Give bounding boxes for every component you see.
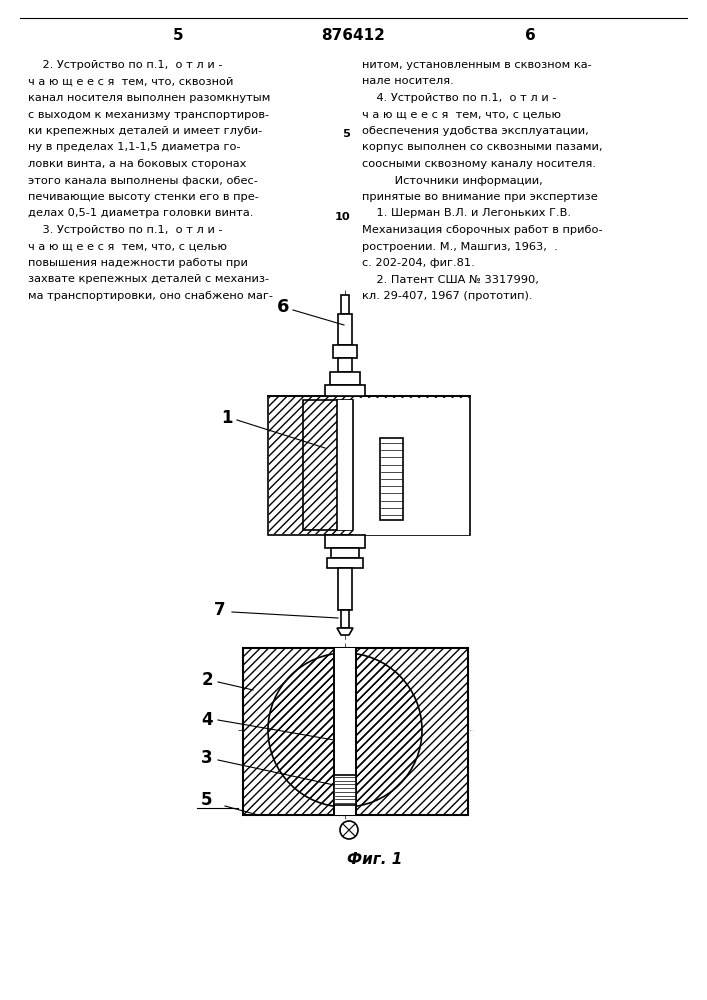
- Text: ловки винта, а на боковых сторонах: ловки винта, а на боковых сторонах: [28, 159, 246, 169]
- Text: с. 202-204, фиг.81.: с. 202-204, фиг.81.: [362, 258, 474, 268]
- Text: 3. Устройство по п.1,  о т л и -: 3. Устройство по п.1, о т л и -: [28, 225, 223, 235]
- Text: 876412: 876412: [321, 28, 385, 43]
- Text: 6: 6: [525, 28, 535, 43]
- Bar: [341, 610, 349, 628]
- Text: принятые во внимание при экспертизе: принятые во внимание при экспертизе: [362, 192, 597, 202]
- Text: делах 0,5-1 диаметра головки винта.: делах 0,5-1 диаметра головки винта.: [28, 209, 253, 219]
- Bar: [334, 648, 356, 815]
- Text: 4. Устройство по п.1,  о т л и -: 4. Устройство по п.1, о т л и -: [362, 93, 556, 103]
- Bar: [268, 396, 470, 535]
- Circle shape: [268, 653, 422, 807]
- Bar: [338, 358, 352, 372]
- Bar: [380, 438, 403, 520]
- Bar: [337, 400, 353, 530]
- Text: кл. 29-407, 1967 (прототип).: кл. 29-407, 1967 (прототип).: [362, 291, 532, 301]
- Bar: [338, 314, 352, 345]
- Bar: [330, 372, 360, 385]
- Bar: [269, 397, 469, 534]
- Text: ростроении. М., Машгиз, 1963,  .: ростроении. М., Машгиз, 1963, .: [362, 241, 558, 251]
- Bar: [334, 649, 356, 814]
- Bar: [331, 548, 359, 558]
- Text: нитом, установленным в сквозном ка-: нитом, установленным в сквозном ка-: [362, 60, 592, 70]
- Text: соосными сквозному каналу носителя.: соосными сквозному каналу носителя.: [362, 159, 596, 169]
- Text: 4: 4: [201, 711, 213, 729]
- Text: ма транспортировки, оно снабжено маг-: ма транспортировки, оно снабжено маг-: [28, 291, 273, 301]
- Text: 1. Шерман В.Л. и Легоньких Г.В.: 1. Шерман В.Л. и Легоньких Г.В.: [362, 209, 571, 219]
- Bar: [334, 775, 356, 805]
- Text: нале носителя.: нале носителя.: [362, 77, 454, 87]
- Bar: [303, 400, 353, 530]
- Text: Фиг. 1: Фиг. 1: [347, 852, 403, 867]
- Text: ч а ю щ е е с я  тем, что, с целью: ч а ю щ е е с я тем, что, с целью: [28, 241, 227, 251]
- Text: этого канала выполнены фаски, обес-: этого канала выполнены фаски, обес-: [28, 176, 258, 186]
- Text: 3: 3: [201, 749, 213, 767]
- Text: ч а ю щ е е с я  тем, что, сквозной: ч а ю щ е е с я тем, что, сквозной: [28, 77, 233, 87]
- Text: Источники информации,: Источники информации,: [362, 176, 543, 186]
- Bar: [244, 649, 467, 814]
- Text: ки крепежных деталей и имеет глуби-: ки крепежных деталей и имеет глуби-: [28, 126, 262, 136]
- Text: ч а ю щ е е с я  тем, что, с целью: ч а ю щ е е с я тем, что, с целью: [362, 109, 561, 119]
- Text: 7: 7: [214, 601, 226, 619]
- Text: 5: 5: [342, 129, 350, 139]
- Text: 2: 2: [201, 671, 213, 689]
- Bar: [353, 398, 469, 535]
- Text: 5: 5: [173, 28, 183, 43]
- Text: печивающие высоту стенки его в пре-: печивающие высоту стенки его в пре-: [28, 192, 259, 202]
- Bar: [327, 558, 363, 568]
- Bar: [341, 295, 349, 314]
- Bar: [243, 648, 468, 815]
- Bar: [325, 535, 365, 548]
- Text: Механизация сборочных работ в прибо-: Механизация сборочных работ в прибо-: [362, 225, 602, 235]
- Text: повышения надежности работы при: повышения надежности работы при: [28, 258, 248, 268]
- Bar: [325, 385, 365, 396]
- Text: 2. Патент США № 3317990,: 2. Патент США № 3317990,: [362, 274, 539, 284]
- Text: 6: 6: [276, 298, 289, 316]
- Text: 5: 5: [201, 791, 213, 809]
- Text: обеспечения удобства эксплуатации,: обеспечения удобства эксплуатации,: [362, 126, 589, 136]
- Circle shape: [340, 821, 358, 839]
- Bar: [333, 345, 357, 358]
- Text: канал носителя выполнен разомкнутым: канал носителя выполнен разомкнутым: [28, 93, 270, 103]
- Text: 2. Устройство по п.1,  о т л и -: 2. Устройство по п.1, о т л и -: [28, 60, 223, 70]
- Bar: [338, 568, 352, 610]
- Text: с выходом к механизму транспортиров-: с выходом к механизму транспортиров-: [28, 109, 269, 119]
- Text: ну в пределах 1,1-1,5 диаметра го-: ну в пределах 1,1-1,5 диаметра го-: [28, 142, 240, 152]
- Text: 1: 1: [221, 409, 233, 427]
- Text: 10: 10: [334, 212, 350, 222]
- Text: захвате крепежных деталей с механиз-: захвате крепежных деталей с механиз-: [28, 274, 269, 284]
- Polygon shape: [337, 628, 353, 635]
- Text: корпус выполнен со сквозными пазами,: корпус выполнен со сквозными пазами,: [362, 142, 602, 152]
- Bar: [303, 400, 353, 530]
